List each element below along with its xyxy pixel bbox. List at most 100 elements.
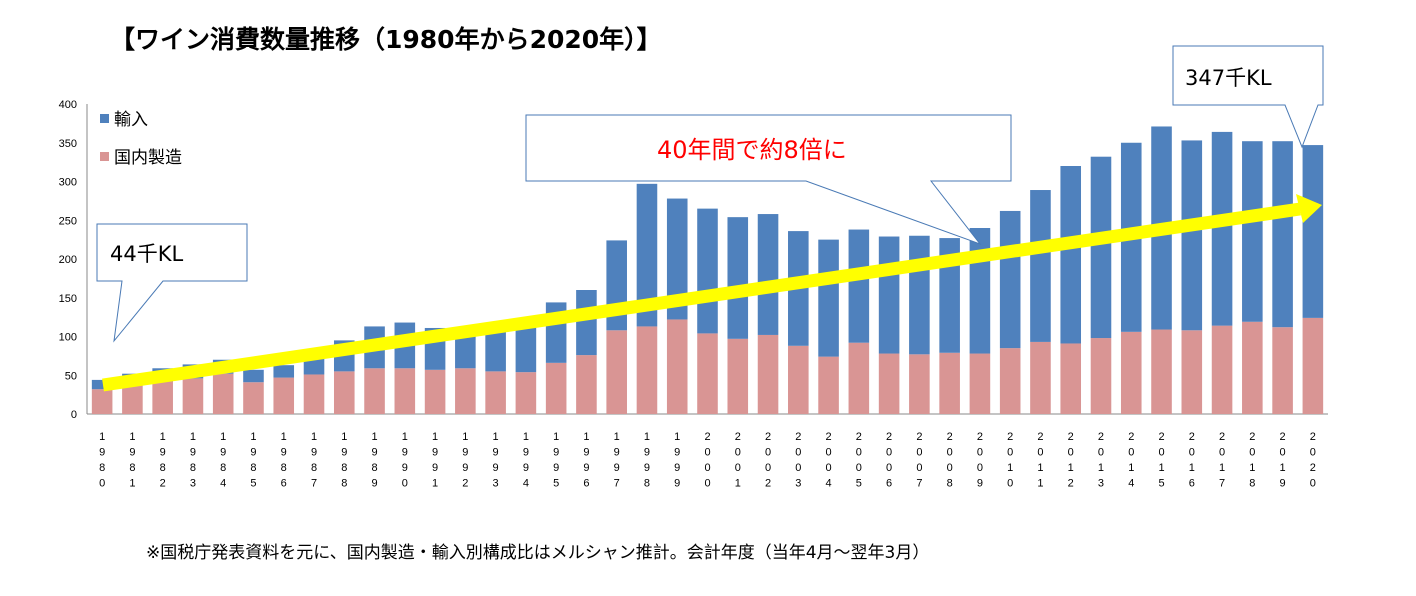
y-tick-label: 200 [59, 254, 77, 266]
bar-domestic-2019 [1272, 327, 1293, 414]
bar-domestic-2002 [757, 334, 779, 414]
bar-domestic-1992 [455, 368, 476, 414]
bar-domestic-2015 [1151, 329, 1172, 414]
bar-import-2017 [1211, 131, 1233, 326]
bar-domestic-2014 [1120, 331, 1142, 414]
y-tick-label: 300 [59, 177, 77, 189]
bar-import-2016 [1181, 140, 1203, 331]
bar-domestic-2005 [848, 342, 870, 414]
bar-domestic-2018 [1242, 321, 1263, 414]
callout-start-label: 44千KL [110, 242, 183, 266]
callout-growth-label: 40年間で約8倍に [657, 136, 847, 164]
legend-swatch-domestic [100, 152, 109, 161]
bar-import-2018 [1242, 141, 1263, 322]
bar-domestic-1986 [273, 377, 295, 414]
bar-domestic-2012 [1060, 343, 1082, 414]
bar-import-2004 [818, 239, 839, 357]
bar-domestic-2013 [1090, 338, 1112, 414]
bar-import-2020 [1302, 145, 1324, 318]
bar-domestic-1996 [576, 355, 597, 414]
bar-import-1980 [91, 379, 113, 390]
y-tick-label: 250 [59, 215, 77, 227]
callout-growth: 40年間で約8倍に [525, 114, 1012, 246]
bar-import-2019 [1272, 141, 1293, 328]
bar-domestic-1993 [485, 371, 506, 414]
bar-import-2013 [1090, 156, 1112, 339]
bar-domestic-2016 [1181, 330, 1203, 414]
bar-domestic-1983 [182, 378, 204, 414]
bar-domestic-1990 [394, 368, 416, 414]
bar-domestic-2020 [1302, 317, 1324, 414]
legend-label-import: 輸入 [114, 110, 148, 130]
y-tick-labels: 0 50 100 150 200 250 300 350 400 [59, 99, 77, 421]
bar-import-2011 [1030, 190, 1051, 342]
bar-domestic-2011 [1030, 341, 1051, 414]
bar-import-2007 [909, 235, 930, 355]
bar-domestic-1997 [606, 330, 627, 414]
y-tick-label: 150 [59, 293, 77, 305]
bar-import-1996 [576, 290, 597, 356]
y-tick-label: 50 [65, 370, 77, 382]
bar-domestic-2007 [909, 354, 930, 414]
callout-end: 347千KL [1172, 45, 1324, 149]
x-tick-labels: 1 9 8 0 1 9 8 1 1 9 8 2 1 9 8 3 1 9 8 4 1 9 8 5 1 9 8 6 1 9 8 7 1 9 8 8 1 9 8 9… [99, 431, 1316, 490]
bar-domestic-1994 [515, 372, 537, 414]
bar-domestic-1980 [91, 389, 113, 414]
bar-domestic-2009 [969, 353, 991, 414]
bar-import-1992 [455, 334, 476, 369]
bar-domestic-1995 [545, 362, 567, 414]
callout-end-label: 347千KL [1185, 66, 1272, 90]
chart-title: 【ワイン消費数量推移（1980年から2020年）】 [110, 25, 662, 54]
bar-domestic-2006 [878, 353, 900, 414]
y-tick-label: 100 [59, 332, 77, 344]
bar-import-2006 [878, 236, 900, 354]
bar-domestic-2003 [788, 345, 809, 414]
bar-domestic-2008 [939, 352, 960, 414]
y-tick-label: 0 [71, 409, 77, 421]
bar-domestic-1998 [636, 326, 658, 414]
callout-start: 44千KL [96, 223, 248, 343]
legend-label-domestic: 国内製造 [114, 148, 182, 168]
bar-import-1998 [636, 183, 658, 327]
bar-domestic-1988 [333, 371, 355, 414]
bar-domestic-2017 [1211, 325, 1233, 414]
bar-domestic-2004 [818, 356, 839, 414]
bar-import-2002 [757, 214, 779, 335]
legend-swatch-import [100, 114, 109, 123]
bar-domestic-1989 [364, 368, 385, 414]
bar-import-2010 [999, 210, 1021, 349]
